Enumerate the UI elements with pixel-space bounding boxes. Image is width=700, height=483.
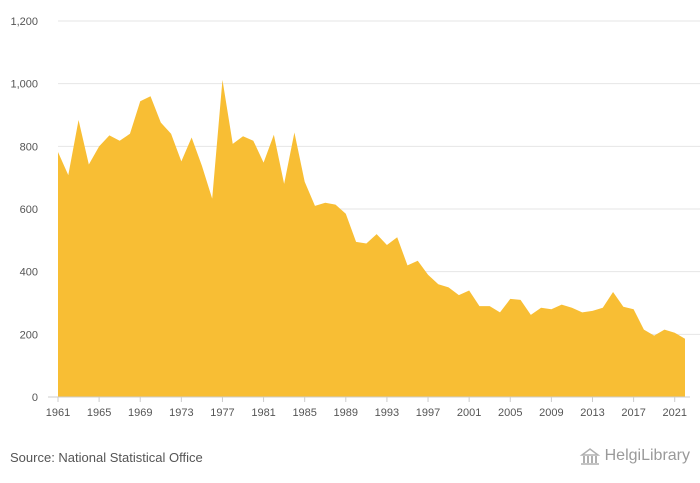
x-tick-label: 1961 [46,407,70,419]
y-tick-label: 1,200 [10,16,38,28]
x-tick-label: 1977 [210,407,234,419]
y-axis: 0 200 400 600 800 1,000 1,200 [10,16,38,404]
area-series [58,79,685,397]
x-tick-label: 2017 [621,407,645,419]
y-tick-label: 400 [20,267,38,279]
x-tick-label: 1973 [169,407,193,419]
x-tick-label: 2005 [498,407,522,419]
y-tick-label: 200 [20,329,38,341]
x-tick-label: 1989 [334,407,358,419]
x-axis: 1961 1965 1969 1973 1977 1981 1985 1989 1993 1997… [46,397,687,419]
x-tick-label: 1965 [87,407,111,419]
x-tick-label: 2001 [457,407,481,419]
x-tick-label: 2013 [580,407,604,419]
library-building-icon [579,448,600,465]
y-tick-label: 0 [32,392,38,404]
x-tick-label: 2021 [662,407,686,419]
y-tick-label: 1,000 [10,79,38,91]
x-tick-label: 1985 [292,407,316,419]
brand-logo: HelgiLibrary [579,447,690,465]
source-note: Source: National Statistical Office [10,450,203,465]
area-chart: 0 200 400 600 800 1,000 1,200 1961 1965 1969 1973… [10,16,700,419]
x-tick-label: 1997 [416,407,440,419]
x-tick-label: 1969 [128,407,152,419]
x-tick-label: 1993 [375,407,399,419]
brand-name: HelgiLibrary [604,447,690,464]
y-tick-label: 600 [20,204,38,216]
x-tick-label: 2009 [539,407,563,419]
y-tick-label: 800 [20,141,38,153]
x-tick-label: 1981 [251,407,275,419]
